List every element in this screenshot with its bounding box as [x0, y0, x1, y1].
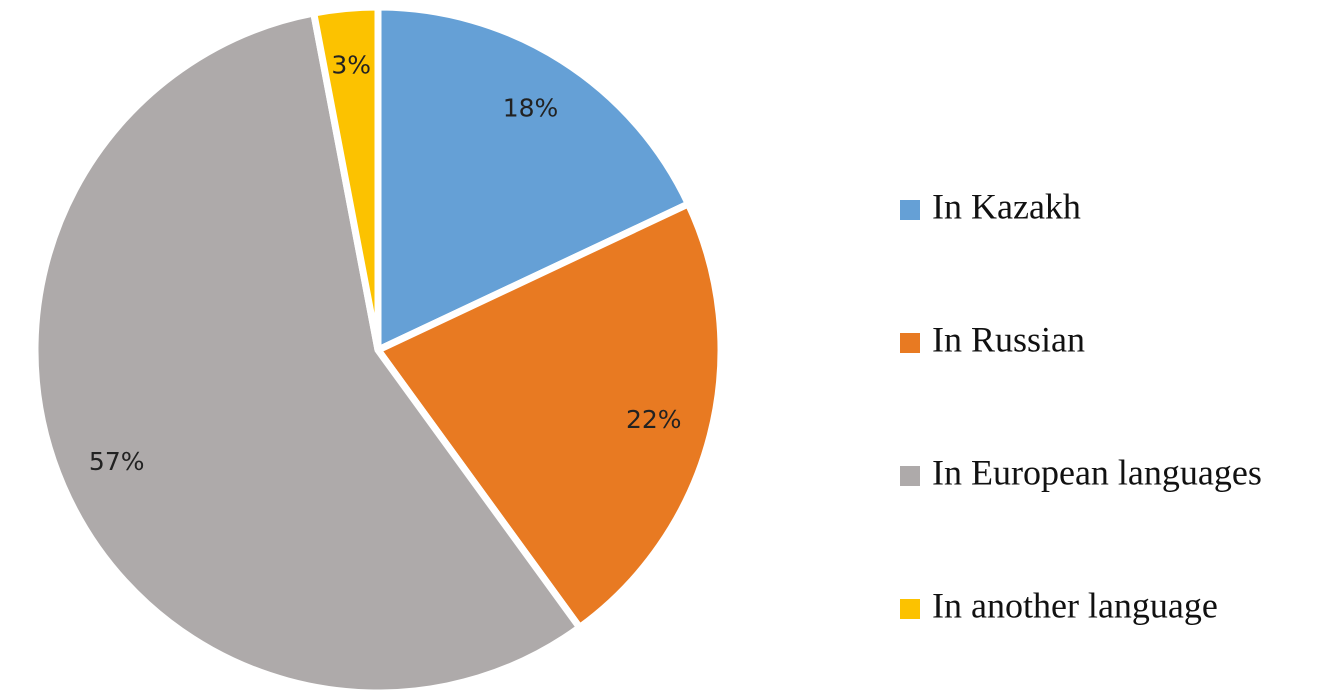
data-label: 57%: [89, 447, 145, 476]
legend-swatch: [900, 599, 920, 619]
data-label: 22%: [626, 405, 682, 434]
pie-slice: [309, 3, 382, 351]
legend-label: In Russian: [932, 319, 1085, 359]
legend-swatch: [900, 466, 920, 486]
legend-swatch: [900, 200, 920, 220]
legend-swatch: [900, 333, 920, 353]
pie-slice: [372, 199, 725, 633]
data-label: 18%: [503, 94, 559, 123]
pie-slice: [31, 8, 585, 697]
data-label: 3%: [331, 51, 371, 80]
legend-label: In European languages: [932, 452, 1262, 492]
pie-slice: [374, 3, 694, 356]
legend-label: In another language: [932, 585, 1218, 625]
legend-label: In Kazakh: [932, 186, 1081, 226]
